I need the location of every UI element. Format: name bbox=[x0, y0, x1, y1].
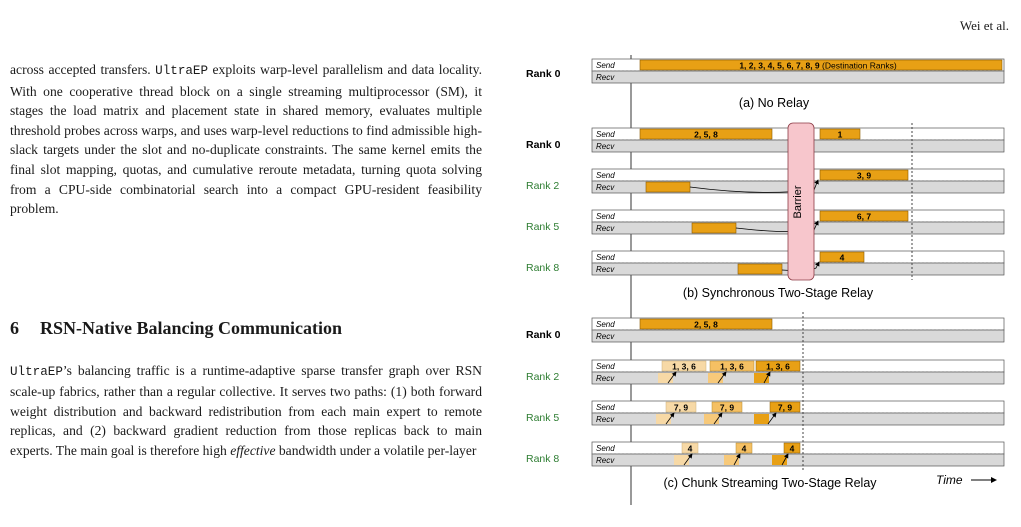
svg-text:Recv: Recv bbox=[596, 332, 615, 341]
svg-text:Send: Send bbox=[596, 253, 615, 262]
svg-text:7, 9: 7, 9 bbox=[720, 403, 734, 413]
rank-label: Rank 8 bbox=[526, 262, 559, 274]
svg-text:Recv: Recv bbox=[596, 415, 615, 424]
svg-text:6, 7: 6, 7 bbox=[857, 212, 871, 222]
svg-text:Recv: Recv bbox=[596, 183, 615, 192]
send-bar bbox=[639, 128, 773, 140]
relay-diagram: Rank 0 Send Recv 1, 2, 3, 4, 5, 6, 7, 8,… bbox=[526, 55, 1005, 505]
svg-text:2, 5, 8: 2, 5, 8 bbox=[694, 320, 718, 330]
svg-text:1: 1 bbox=[838, 130, 843, 140]
panel-a: Rank 0 Send Recv 1, 2, 3, 4, 5, 6, 7, 8,… bbox=[526, 58, 1005, 110]
svg-text:Send: Send bbox=[596, 130, 615, 139]
recv-bar bbox=[645, 181, 691, 193]
section-heading: 6 RSN-Native Balancing Communication bbox=[10, 318, 342, 339]
time-label: Time bbox=[936, 473, 963, 487]
rank-label: Rank 2 bbox=[526, 371, 559, 383]
svg-text:Send: Send bbox=[596, 320, 615, 329]
svg-text:1, 3, 6: 1, 3, 6 bbox=[766, 362, 790, 372]
barrier-box bbox=[787, 122, 815, 281]
svg-text:7, 9: 7, 9 bbox=[778, 403, 792, 413]
rank-label: Rank 0 bbox=[526, 139, 561, 151]
svg-text:Recv: Recv bbox=[596, 456, 615, 465]
send-bar bbox=[819, 251, 865, 263]
send-bar bbox=[639, 59, 1003, 71]
system-name: UltraEP bbox=[155, 64, 209, 78]
send-bar bbox=[819, 210, 909, 222]
rank-label: Rank 2 bbox=[526, 180, 559, 192]
send-bar bbox=[819, 128, 861, 140]
section-number: 6 bbox=[10, 318, 19, 338]
rank-label: Rank 5 bbox=[526, 412, 559, 424]
recv-label: Recv bbox=[596, 73, 615, 82]
svg-text:Send: Send bbox=[596, 171, 615, 180]
recv-bar bbox=[691, 222, 737, 234]
send-label: Send bbox=[596, 61, 615, 70]
caption-a: (a) No Relay bbox=[739, 96, 810, 110]
caption-c: (c) Chunk Streaming Two-Stage Relay bbox=[663, 476, 877, 490]
svg-text:1, 3, 6: 1, 3, 6 bbox=[672, 362, 696, 372]
relay-figure: Rank 0 Send Recv 1, 2, 3, 4, 5, 6, 7, 8,… bbox=[518, 50, 1018, 522]
running-head: Wei et al. bbox=[959, 18, 1009, 33]
svg-text:4: 4 bbox=[840, 253, 845, 263]
svg-text:1, 3, 6: 1, 3, 6 bbox=[720, 362, 744, 372]
body-paragraph-1: across accepted transfers. UltraEP explo… bbox=[10, 62, 482, 217]
recv-bar bbox=[737, 263, 783, 275]
svg-text:7, 9: 7, 9 bbox=[674, 403, 688, 413]
section-title: RSN-Native Balancing Communication bbox=[40, 318, 343, 338]
svg-text:4: 4 bbox=[742, 444, 747, 454]
recv-lane bbox=[591, 70, 1005, 84]
svg-text:Send: Send bbox=[596, 444, 615, 453]
rank-label: Rank 8 bbox=[526, 453, 559, 465]
send-bar bbox=[819, 169, 909, 181]
svg-text:Recv: Recv bbox=[596, 224, 615, 233]
rank-label: Rank 0 bbox=[526, 68, 561, 80]
svg-text:4: 4 bbox=[790, 444, 795, 454]
barrier-label: Barrier bbox=[792, 185, 804, 218]
svg-text:3, 9: 3, 9 bbox=[857, 171, 871, 181]
panel-b: Rank 0 Send Recv 2, 5, 8 1 Rank 2 Send R… bbox=[526, 122, 1005, 300]
svg-text:Recv: Recv bbox=[596, 142, 615, 151]
svg-text:Recv: Recv bbox=[596, 374, 615, 383]
svg-text:Send: Send bbox=[596, 403, 615, 412]
svg-text:Send: Send bbox=[596, 362, 615, 371]
rank-label: Rank 5 bbox=[526, 221, 559, 233]
caption-b: (b) Synchronous Two-Stage Relay bbox=[683, 286, 874, 300]
svg-text:Send: Send bbox=[596, 212, 615, 221]
svg-text:Recv: Recv bbox=[596, 265, 615, 274]
system-name: UltraEP bbox=[10, 364, 63, 379]
rank-label: Rank 0 bbox=[526, 329, 561, 341]
dest-ranks-text: 1, 2, 3, 4, 5, 6, 7, 8, 9 (Destination R… bbox=[739, 61, 897, 71]
body-paragraph-2: UltraEP’s balancing traffic is a runtime… bbox=[10, 362, 482, 458]
svg-text:4: 4 bbox=[688, 444, 693, 454]
svg-text:2, 5, 8: 2, 5, 8 bbox=[694, 130, 718, 140]
panel-c: Rank 0 Send Recv 2, 5, 8 Rank 2 Send Rec… bbox=[526, 312, 1005, 490]
